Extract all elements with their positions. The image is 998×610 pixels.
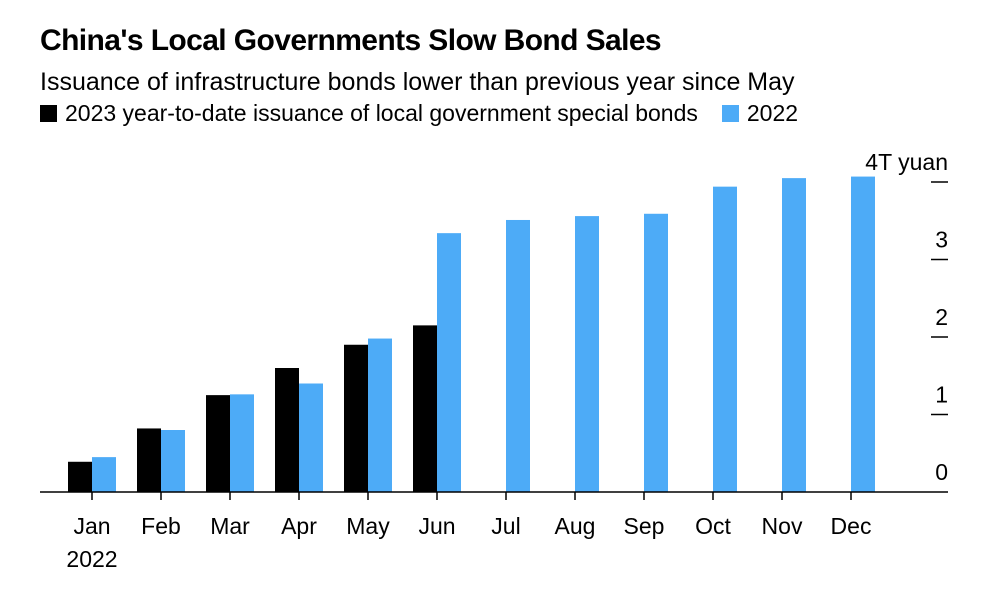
legend-swatch-2023	[40, 105, 57, 122]
x-year-label: 2022	[66, 546, 117, 572]
x-tick-label-aug: Aug	[555, 513, 596, 539]
chart-title: China's Local Governments Slow Bond Sale…	[40, 24, 662, 57]
bar-2022-oct	[713, 186, 737, 492]
bar-2022-dec	[851, 176, 875, 492]
x-tick-label-nov: Nov	[762, 513, 803, 539]
y-tick-label-0: 0	[935, 459, 948, 485]
bar-2023-feb	[137, 428, 161, 492]
x-tick-label-apr: Apr	[281, 513, 317, 539]
legend-item-2022: 2022	[721, 100, 799, 127]
bar-2022-jun	[437, 233, 461, 492]
bar-2022-nov	[782, 178, 806, 492]
bar-2022-feb	[161, 430, 185, 492]
x-tick-label-dec: Dec	[831, 513, 872, 539]
y-tick-label-1: 1	[935, 382, 948, 408]
bar-2022-jan	[92, 457, 116, 492]
x-tick-label-feb: Feb	[141, 513, 181, 539]
bar-2022-aug	[575, 216, 599, 492]
x-tick-label-mar: Mar	[210, 513, 250, 539]
legend-item-2023: 2023 year-to-date issuance of local gove…	[40, 100, 698, 127]
bar-2022-sep	[644, 213, 668, 492]
bar-2022-may	[368, 338, 392, 492]
y-tick-label-4: 4T yuan	[865, 149, 948, 175]
x-tick-label-may: May	[346, 513, 390, 539]
bar-2022-mar	[230, 394, 254, 492]
legend-label-2023: 2023 year-to-date issuance of local gove…	[65, 100, 698, 126]
bar-2023-apr	[275, 368, 299, 492]
y-tick-label-2: 2	[935, 304, 948, 330]
bar-2023-mar	[206, 395, 230, 492]
y-tick-label-3: 3	[935, 227, 948, 253]
x-tick-label-oct: Oct	[695, 513, 731, 539]
bar-2023-jan	[68, 461, 92, 492]
legend: 2023 year-to-date issuance of local gove…	[40, 100, 822, 127]
x-tick-label-jun: Jun	[418, 513, 455, 539]
bar-2023-jun	[413, 325, 437, 492]
x-tick-label-sep: Sep	[624, 513, 665, 539]
x-tick-label-jan: Jan	[73, 513, 110, 539]
bar-2022-apr	[299, 383, 323, 492]
chart-subtitle: Issuance of infrastructure bonds lower t…	[40, 68, 795, 96]
legend-swatch-2022	[721, 105, 739, 122]
legend-label-2022: 2022	[746, 100, 799, 126]
bar-2022-jul	[506, 219, 530, 492]
bar-2023-may	[344, 344, 368, 492]
x-tick-label-jul: Jul	[491, 513, 520, 539]
